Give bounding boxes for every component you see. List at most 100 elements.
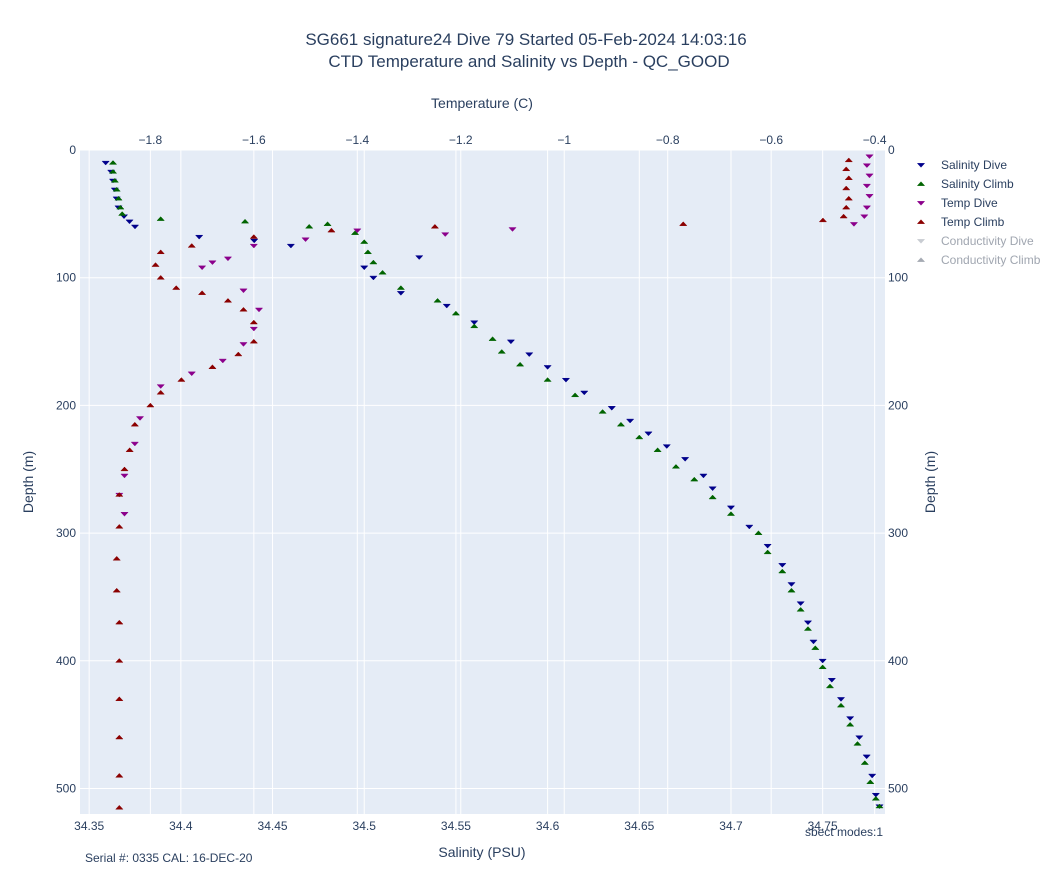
data-point — [118, 211, 127, 216]
data-point — [844, 175, 853, 180]
salinity-tick-label: 34.4 — [169, 819, 193, 833]
data-point — [871, 792, 881, 798]
temperature-tick-label: −1.8 — [139, 133, 163, 147]
data-point — [625, 418, 635, 424]
depth-axis-right-title: Depth (m) — [922, 451, 938, 513]
data-point — [671, 464, 681, 469]
depth-tick-label-right: 200 — [888, 398, 908, 412]
data-point — [506, 339, 516, 345]
data-point — [146, 402, 155, 408]
data-point — [745, 524, 754, 530]
depth-axis-left-title: Depth (m) — [20, 451, 36, 513]
data-point — [866, 779, 875, 784]
legend-item[interactable]: Conductivity Dive — [916, 234, 1034, 248]
temperature-tick-label: −1.4 — [345, 133, 369, 147]
data-point — [860, 214, 869, 220]
data-point — [679, 221, 688, 226]
data-point — [135, 416, 145, 421]
salinity-tick-label: 34.65 — [624, 819, 654, 833]
salinity-tick-label: 34.7 — [719, 819, 743, 833]
data-point — [116, 204, 125, 210]
depth-tick-label: 400 — [56, 654, 76, 668]
data-point — [156, 275, 165, 280]
legend-item[interactable]: Salinity Dive — [916, 158, 1007, 172]
data-point — [699, 473, 708, 479]
data-point — [301, 237, 310, 243]
data-point — [130, 421, 140, 427]
temperature-tick-label: −0.4 — [863, 133, 887, 147]
data-point — [690, 476, 699, 482]
legend-item[interactable]: Temp Dive — [916, 196, 998, 210]
data-point — [853, 741, 862, 746]
data-point — [842, 166, 851, 172]
grid-lines — [80, 149, 885, 814]
salinity-tick-label: 34.6 — [536, 819, 560, 833]
legend-item[interactable]: Conductivity Climb — [916, 253, 1041, 267]
data-point — [497, 349, 506, 354]
legend-item[interactable]: Temp Climb — [916, 215, 1005, 229]
data-point — [353, 228, 362, 234]
data-point — [249, 243, 259, 249]
data-point — [430, 223, 440, 229]
data-point — [580, 390, 589, 396]
data-point — [855, 735, 864, 741]
data-point — [842, 185, 851, 191]
data-point — [156, 389, 165, 395]
data-point — [708, 486, 717, 492]
data-point — [842, 204, 851, 210]
depth-tick-label: 100 — [56, 271, 76, 285]
data-point — [115, 524, 124, 529]
data-point — [862, 754, 871, 760]
data-point — [197, 265, 207, 271]
data-point — [112, 186, 121, 192]
depth-tick-label: 300 — [56, 526, 76, 540]
data-point — [195, 234, 204, 240]
temperature-tick-label: −0.6 — [759, 133, 783, 147]
data-point — [803, 620, 813, 626]
data-point — [223, 256, 233, 262]
legend-label: Salinity Climb — [941, 177, 1014, 191]
data-point — [187, 243, 196, 248]
data-point — [151, 262, 160, 267]
spect-modes-note: sbect modes:1 — [805, 825, 883, 839]
legend-label: Salinity Dive — [941, 158, 1007, 172]
data-point — [653, 447, 662, 452]
data-point — [156, 384, 165, 389]
legend-marker — [916, 257, 926, 262]
legend-marker — [916, 163, 926, 168]
data-point — [607, 406, 616, 411]
data-point — [862, 205, 872, 211]
data-point — [218, 358, 227, 364]
data-point — [827, 678, 836, 683]
series-temp-dive — [115, 154, 874, 517]
data-point — [726, 505, 736, 511]
data-point — [396, 285, 406, 290]
data-point — [240, 218, 250, 224]
data-point — [115, 734, 124, 740]
data-point — [470, 320, 479, 326]
legend-item[interactable]: Salinity Climb — [916, 177, 1014, 191]
data-point — [867, 773, 877, 779]
data-series — [101, 154, 884, 810]
data-point — [875, 803, 884, 809]
data-point — [249, 338, 259, 344]
temperature-tick-label: −1.6 — [242, 133, 266, 147]
depth-tick-label: 500 — [56, 781, 76, 795]
data-point — [130, 224, 140, 230]
data-point — [763, 543, 772, 549]
data-point — [254, 307, 264, 313]
data-point — [662, 444, 671, 449]
data-point — [825, 683, 835, 689]
legend-marker — [916, 219, 926, 224]
data-point — [860, 760, 870, 765]
temperature-tick-label: −1 — [557, 133, 571, 147]
salinity-tick-label: 34.35 — [74, 819, 104, 833]
data-point — [115, 658, 124, 663]
data-point — [787, 582, 796, 587]
data-point — [112, 587, 121, 593]
data-point — [803, 626, 813, 631]
data-point — [680, 457, 690, 462]
series-temp-climb — [112, 157, 853, 810]
legend[interactable]: Salinity Dive Salinity Climb Temp Dive Temp… — [916, 158, 1041, 267]
data-point — [644, 431, 653, 437]
